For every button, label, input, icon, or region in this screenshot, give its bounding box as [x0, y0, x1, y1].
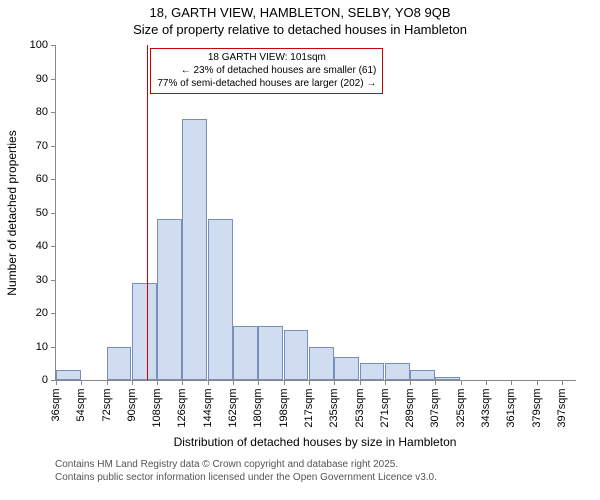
annotation-line-1: 18 GARTH VIEW: 101sqm [157, 51, 376, 64]
y-tick-label: 50 [36, 207, 48, 219]
y-tick [51, 280, 56, 281]
x-tick-label: 54sqm [75, 388, 87, 421]
x-tick [410, 380, 411, 385]
x-tick-label: 198sqm [278, 388, 290, 427]
x-tick-label: 36sqm [50, 388, 62, 421]
histogram-bar [385, 363, 410, 380]
x-tick-label: 289sqm [404, 388, 416, 427]
x-tick-label: 361sqm [505, 388, 517, 427]
y-tick-label: 60 [36, 173, 48, 185]
plot-area: 010203040506070809010036sqm54sqm72sqm90s… [55, 45, 576, 381]
y-tick [51, 213, 56, 214]
y-tick [51, 112, 56, 113]
footer-line-1: Contains HM Land Registry data © Crown c… [55, 458, 437, 471]
histogram-bar [182, 119, 207, 380]
x-tick [537, 380, 538, 385]
x-tick-label: 108sqm [151, 388, 163, 427]
x-tick [284, 380, 285, 385]
y-tick [51, 246, 56, 247]
y-tick-label: 0 [42, 374, 48, 386]
y-tick-label: 100 [30, 39, 48, 51]
footer-line-2: Contains public sector information licen… [55, 471, 437, 484]
x-tick-label: 397sqm [556, 388, 568, 427]
histogram-bar [258, 326, 283, 380]
histogram-bar [233, 326, 258, 380]
x-tick-label: 90sqm [126, 388, 138, 421]
y-tick [51, 79, 56, 80]
x-tick [461, 380, 462, 385]
x-tick [511, 380, 512, 385]
x-tick-label: 235sqm [328, 388, 340, 427]
footer-attribution: Contains HM Land Registry data © Crown c… [55, 458, 437, 484]
y-tick-label: 80 [36, 106, 48, 118]
x-tick [107, 380, 108, 385]
x-tick [81, 380, 82, 385]
x-tick-label: 144sqm [202, 388, 214, 427]
histogram-bar [284, 330, 309, 380]
x-tick [486, 380, 487, 385]
histogram-bar [56, 370, 81, 380]
y-tick-label: 70 [36, 140, 48, 152]
x-tick [208, 380, 209, 385]
x-tick [435, 380, 436, 385]
x-tick [309, 380, 310, 385]
y-tick-label: 30 [36, 274, 48, 286]
x-tick-label: 126sqm [176, 388, 188, 427]
annotation-line-3: 77% of semi-detached houses are larger (… [157, 77, 376, 90]
x-tick-label: 253sqm [354, 388, 366, 427]
marker-line [147, 45, 148, 380]
x-tick [233, 380, 234, 385]
title-line-1: 18, GARTH VIEW, HAMBLETON, SELBY, YO8 9Q… [0, 5, 600, 22]
x-tick [385, 380, 386, 385]
histogram-bar [435, 377, 460, 380]
y-axis-label: Number of detached properties [5, 130, 19, 295]
x-tick [334, 380, 335, 385]
x-tick-label: 379sqm [531, 388, 543, 427]
y-tick [51, 146, 56, 147]
chart-title-block: 18, GARTH VIEW, HAMBLETON, SELBY, YO8 9Q… [0, 5, 600, 39]
x-tick-label: 162sqm [227, 388, 239, 427]
title-line-2: Size of property relative to detached ho… [0, 22, 600, 39]
histogram-bar [107, 347, 132, 381]
histogram-bar [334, 357, 359, 380]
y-tick [51, 313, 56, 314]
histogram-bar [410, 370, 435, 380]
x-tick-label: 72sqm [101, 388, 113, 421]
histogram-bar [132, 283, 157, 380]
histogram-bar [309, 347, 334, 381]
y-tick [51, 179, 56, 180]
x-tick [182, 380, 183, 385]
x-tick-label: 307sqm [429, 388, 441, 427]
x-tick [258, 380, 259, 385]
y-tick-label: 10 [36, 341, 48, 353]
y-tick-label: 40 [36, 240, 48, 252]
annotation-box: 18 GARTH VIEW: 101sqm← 23% of detached h… [150, 48, 383, 94]
x-tick [56, 380, 57, 385]
x-tick [562, 380, 563, 385]
y-tick-label: 20 [36, 307, 48, 319]
x-tick-label: 217sqm [303, 388, 315, 427]
x-tick [157, 380, 158, 385]
histogram-bar [208, 219, 233, 380]
x-tick-label: 180sqm [252, 388, 264, 427]
x-axis-label: Distribution of detached houses by size … [174, 435, 457, 449]
x-tick [132, 380, 133, 385]
histogram-bar [360, 363, 385, 380]
x-tick-label: 271sqm [379, 388, 391, 427]
y-tick [51, 45, 56, 46]
histogram-bar [157, 219, 182, 380]
x-tick-label: 325sqm [455, 388, 467, 427]
x-tick-label: 343sqm [480, 388, 492, 427]
y-tick-label: 90 [36, 73, 48, 85]
y-tick [51, 347, 56, 348]
x-tick [360, 380, 361, 385]
annotation-line-2: ← 23% of detached houses are smaller (61… [157, 64, 376, 77]
